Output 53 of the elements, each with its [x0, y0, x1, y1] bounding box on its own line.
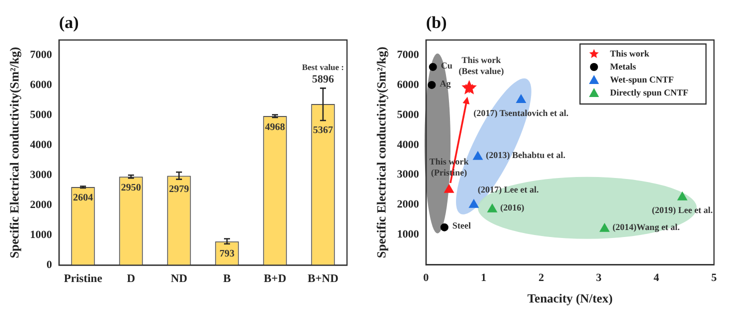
data-label: 2950 — [121, 182, 141, 194]
x-tick-label: B+ND — [308, 273, 338, 286]
annotation: (2014)Wang et al. — [612, 222, 680, 232]
annotation: This work — [462, 54, 501, 65]
annotation: 5896 — [312, 74, 334, 86]
y-tick-label: 7000 — [397, 48, 420, 61]
data-label: 2979 — [169, 184, 189, 195]
data-label: 4968 — [265, 122, 285, 134]
x-tick-label: 1 — [480, 272, 486, 284]
x-tick-label: ND — [170, 273, 188, 286]
y-tick-label: 2000 — [30, 198, 52, 211]
y-tick-label: 6000 — [397, 78, 420, 91]
y-tick-label: 6000 — [30, 78, 52, 91]
x-tick-label: Pristine — [64, 273, 102, 286]
y-tick-label: 5000 — [30, 108, 52, 121]
x-tick-label: 3 — [596, 272, 602, 284]
legend-label: This work — [610, 48, 650, 58]
legend-label: Metals — [610, 61, 636, 72]
annotation: (2017) Lee et al. — [478, 184, 539, 195]
y-tick-label: 5000 — [397, 108, 420, 121]
y-tick-label: 3000 — [30, 168, 52, 181]
data-label: 793 — [220, 248, 234, 260]
chart-title: (a) — [59, 12, 79, 32]
x-tick-label: 0 — [423, 272, 430, 284]
y-axis-title: Specific Electrical conductivity(Sm²/kg) — [374, 46, 389, 258]
annotation: Steel — [452, 220, 472, 231]
y-tick-label: 4000 — [397, 138, 420, 151]
y-tick-label: 1000 — [30, 229, 52, 242]
x-axis-title: Tenacity (N/tex) — [527, 292, 613, 306]
annotation: (2019) Lee et al. — [652, 205, 713, 216]
x-tick-label: 2 — [538, 272, 544, 284]
chart-title: (b) — [426, 12, 447, 32]
y-tick-label: 2000 — [397, 198, 420, 211]
y-tick-label: 7000 — [30, 48, 52, 61]
data-label: 5367 — [313, 125, 333, 136]
y-tick-label: 0 — [46, 259, 52, 272]
x-tick-label: B+D — [264, 273, 286, 286]
data-label: 2604 — [73, 192, 93, 204]
y-tick-label: 3000 — [397, 168, 420, 181]
legend-label: Wet-spun CNTF — [610, 74, 674, 84]
x-tick-label: B — [223, 273, 232, 286]
y-tick-label: 4000 — [30, 138, 52, 151]
annotation: (Best value) — [458, 66, 504, 76]
annotation: (2017) Tsentalovich et al. — [473, 108, 568, 118]
x-tick-label: 5 — [711, 272, 718, 284]
annotation: Best value : — [302, 62, 344, 72]
y-tick-label: 1000 — [397, 228, 420, 241]
legend-label: Directly spun CNTF — [610, 87, 689, 98]
x-tick-label: 4 — [654, 272, 660, 284]
annotation: (2016) — [500, 202, 524, 213]
annotation: (2013) Behabtu et al. — [486, 150, 566, 160]
x-tick-label: D — [126, 273, 136, 286]
y-axis-title: Specific Electrical conductivity(Sm²/kg) — [8, 46, 22, 258]
